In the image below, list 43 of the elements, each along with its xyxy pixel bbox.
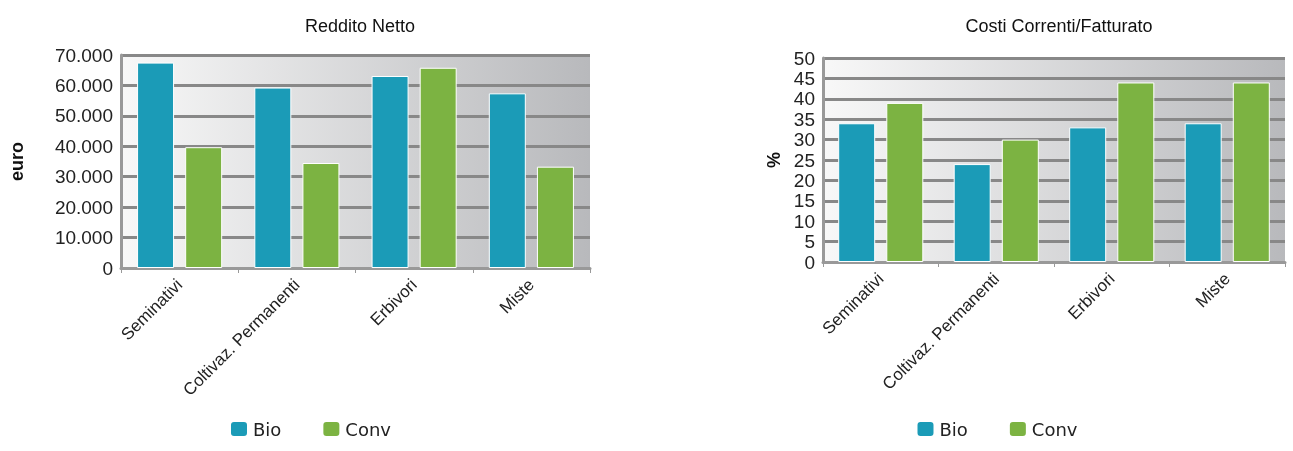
y-tick-label: 20 — [793, 169, 815, 191]
bar — [419, 67, 457, 268]
legend-label: Conv — [345, 418, 392, 440]
chart-title: Costi Correnti/Fatturato — [965, 16, 1153, 36]
bar — [536, 166, 574, 268]
legend-label: Conv — [1031, 418, 1078, 440]
legend-label: Bio — [939, 418, 968, 440]
y-tick-label: 30 — [793, 129, 815, 151]
y-tick-label: 15 — [793, 190, 815, 212]
bar — [254, 87, 292, 268]
chart-title: Reddito Netto — [304, 16, 416, 36]
y-tick-label: 35 — [793, 108, 815, 130]
y-tick-label: 0 — [102, 257, 113, 279]
bar — [488, 93, 526, 268]
bar — [137, 62, 175, 268]
y-tick-label: 50 — [793, 47, 815, 69]
y-tick-label: 60.000 — [54, 74, 113, 96]
bar — [886, 102, 924, 262]
bar — [1184, 123, 1222, 262]
y-tick-label: 0 — [804, 251, 815, 273]
bar — [302, 163, 340, 268]
y-tick-label: 40.000 — [54, 135, 113, 157]
y-tick-label: 25 — [793, 149, 815, 171]
y-tick-label: 10.000 — [54, 227, 113, 249]
y-tick-label: 10 — [793, 210, 815, 232]
y-tick-label: 20.000 — [54, 196, 113, 218]
bar — [1232, 82, 1270, 262]
bar — [1117, 82, 1155, 262]
y-tick-label: 70.000 — [54, 44, 113, 66]
y-tick-label: 5 — [804, 231, 815, 253]
y-tick-label: 50.000 — [54, 105, 113, 127]
y-tick-label: 40 — [793, 88, 815, 110]
bar — [185, 147, 223, 268]
y-axis-title: euro — [7, 141, 27, 182]
bar — [371, 76, 409, 268]
bar — [953, 164, 991, 262]
bar — [1069, 127, 1107, 262]
y-tick-label: 30.000 — [54, 166, 113, 188]
y-axis-title: % — [763, 151, 784, 169]
bar — [1001, 139, 1039, 262]
bar — [838, 123, 876, 262]
legend-label: Bio — [253, 418, 282, 440]
y-tick-label: 45 — [793, 67, 815, 89]
